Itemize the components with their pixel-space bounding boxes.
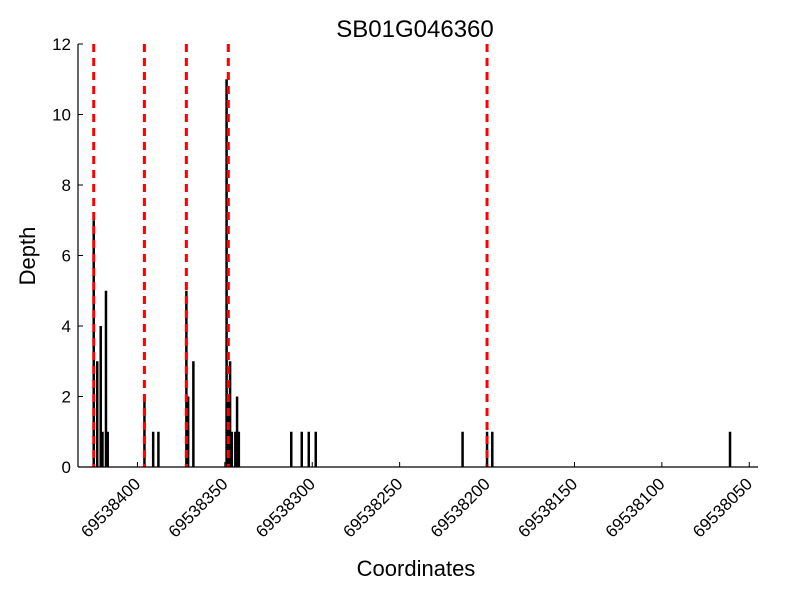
depth-bar [234, 431, 237, 467]
bars-layer [92, 79, 732, 467]
depth-bar [95, 361, 99, 467]
y-tick-label: 4 [62, 317, 71, 336]
x-tick-label: 69538200 [427, 474, 494, 541]
depth-bar [151, 431, 155, 467]
depth-bar [99, 326, 102, 467]
depth-bar [192, 361, 195, 467]
depth-bar [235, 396, 239, 467]
depth-bar [728, 431, 732, 467]
x-tick-label: 69538250 [340, 474, 407, 541]
depth-bar [461, 431, 464, 467]
depth-bar [290, 431, 293, 467]
depth-bar [186, 396, 190, 467]
depth-bar [228, 361, 232, 467]
y-tick-label: 8 [62, 176, 71, 195]
depth-bar [157, 431, 160, 467]
depth-bar [237, 431, 241, 467]
depth-bar [185, 290, 188, 467]
depth-bar [104, 290, 108, 467]
depth-bar [230, 431, 234, 467]
depth-bar [227, 396, 230, 467]
depth-bar [106, 431, 109, 467]
depth-bar [307, 431, 310, 467]
depth-bar [101, 431, 104, 467]
y-tick-label: 6 [62, 247, 71, 266]
y-tick-label: 0 [62, 458, 71, 477]
depth-bar [143, 396, 146, 467]
x-tick-label: 69538300 [252, 474, 319, 541]
x-tick-label: 69538150 [514, 474, 581, 541]
x-axis-title: Coordinates [357, 556, 476, 581]
depth-bar [485, 431, 489, 467]
depth-bar [491, 431, 494, 467]
y-tick-label: 12 [52, 35, 71, 54]
x-tick-label: 69538050 [689, 474, 756, 541]
marker-lines-layer [92, 44, 489, 467]
depth-bar [314, 431, 317, 467]
x-tick-label: 69538400 [77, 474, 144, 541]
x-tick-label: 69538350 [165, 474, 232, 541]
x-tick-label: 69538100 [602, 474, 669, 541]
depth-bar [300, 431, 303, 467]
depth-bar [225, 79, 228, 467]
y-axis-title: Depth [15, 227, 40, 286]
y-tick-label: 10 [52, 106, 71, 125]
chart-title: SB01G046360 [336, 16, 493, 43]
y-tick-label: 2 [62, 388, 71, 407]
